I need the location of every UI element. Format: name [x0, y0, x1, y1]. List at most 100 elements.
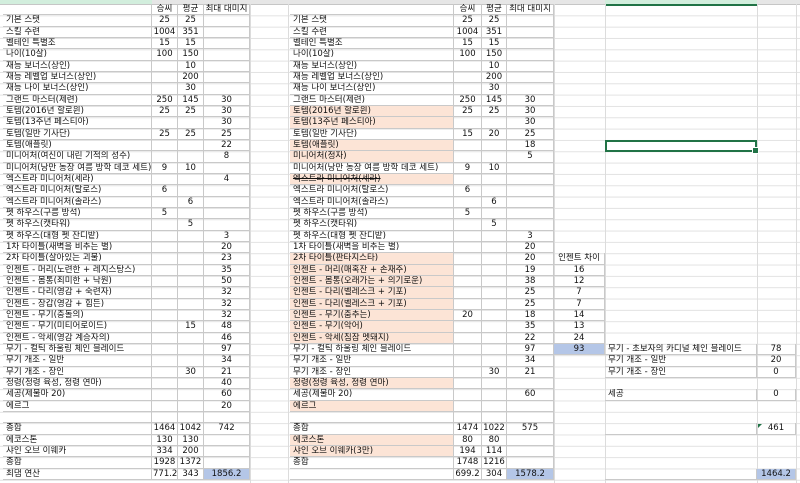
right-avg-cell[interactable] — [482, 298, 507, 310]
left-win-cell[interactable]: 1004 — [152, 26, 178, 38]
left-win-cell[interactable] — [152, 366, 178, 378]
left-avg-cell[interactable]: 10 — [178, 60, 204, 72]
right-avg-cell[interactable] — [482, 275, 507, 288]
right-row-label[interactable]: 엑스트라 미니어처(솔라스) — [290, 196, 454, 208]
side-row-label[interactable]: 무기 개조 - 일반 — [605, 355, 757, 367]
right-win-cell[interactable]: 80 — [454, 434, 482, 446]
left-win-cell[interactable] — [152, 71, 178, 84]
left-max-cell[interactable] — [204, 37, 250, 50]
left-avg-cell[interactable] — [178, 332, 204, 344]
right-win-cell[interactable] — [454, 264, 482, 276]
right-row-label[interactable]: 종합 — [290, 457, 454, 469]
right-win-cell[interactable]: 250 — [454, 94, 482, 106]
enchant-diff-cell[interactable]: 인젠트 차이 — [554, 253, 605, 265]
right-max-cell[interactable] — [507, 411, 554, 424]
right-max-cell[interactable]: 575 — [507, 423, 554, 435]
left-row-label[interactable]: 재능 레벨업 보너스(상인) — [3, 71, 152, 84]
right-win-cell[interactable] — [454, 230, 482, 242]
right-max-cell[interactable] — [507, 219, 554, 231]
left-max-cell[interactable]: 30 — [204, 94, 250, 106]
right-avg-cell[interactable]: 200 — [482, 71, 507, 84]
left-max-cell[interactable]: 20 — [204, 241, 250, 254]
left-max-cell[interactable] — [204, 219, 250, 231]
right-max-cell[interactable]: 5 — [507, 151, 554, 163]
right-row-label[interactable]: 엑스트라 미니어처(탈로스) — [290, 185, 454, 197]
side-value-cell[interactable]: 461 — [757, 423, 796, 435]
left-win-cell[interactable] — [152, 83, 178, 95]
left-avg-cell[interactable] — [178, 298, 204, 310]
right-row-label[interactable]: 인젠트 - 무기(악어) — [290, 321, 454, 333]
right-avg-cell[interactable] — [482, 264, 507, 276]
left-max-cell[interactable]: 30 — [204, 105, 250, 118]
right-win-cell[interactable] — [454, 83, 482, 95]
right-avg-cell[interactable] — [482, 332, 507, 344]
left-max-cell[interactable] — [204, 411, 250, 424]
left-row-label[interactable]: 인젠트 - 무기(충돌의) — [3, 309, 152, 322]
left-row-label[interactable]: 미니어처(낭만 농장 여름 방학 데코 세트) — [3, 162, 152, 174]
left-row-label[interactable]: 2차 타이틀(살아있는 괴물) — [3, 253, 152, 265]
left-row-label[interactable]: 인젠트 - 장갑(영감 + 힘든) — [3, 298, 152, 310]
right-avg-cell[interactable]: 1216 — [482, 457, 507, 469]
right-win-cell[interactable] — [454, 366, 482, 378]
right-row-label[interactable]: 나이(10살) — [290, 49, 454, 61]
left-avg-cell[interactable] — [178, 355, 204, 367]
left-max-cell[interactable]: 23 — [204, 253, 250, 265]
left-max-cell[interactable]: 34 — [204, 355, 250, 367]
left-header-avg[interactable]: 평균 — [178, 4, 204, 16]
right-row-label[interactable]: 토템(13주년 페스티아) — [290, 117, 454, 129]
right-avg-cell[interactable] — [482, 343, 507, 356]
left-row-label[interactable]: 토템(애플릿) — [3, 139, 152, 152]
right-max-cell[interactable]: 30 — [507, 117, 554, 129]
right-avg-cell[interactable] — [482, 173, 507, 186]
left-win-cell[interactable] — [152, 196, 178, 208]
right-row-label[interactable]: 펫 하우스(구름 방석) — [290, 207, 454, 220]
right-win-cell[interactable]: 194 — [454, 445, 482, 458]
left-avg-cell[interactable] — [178, 151, 204, 163]
right-row-label[interactable]: 그랜드 마스터(제련) — [290, 94, 454, 106]
right-win-cell[interactable]: 15 — [454, 128, 482, 140]
side-row-label[interactable]: 무기 - 초보자의 카디널 체인 블레이드 — [605, 343, 757, 356]
column-header-l[interactable] — [757, 0, 800, 5]
left-row-label[interactable]: 재능 보너스(상인) — [3, 60, 152, 72]
right-win-cell[interactable] — [454, 139, 482, 152]
right-avg-cell[interactable]: 6 — [482, 196, 507, 208]
right-row-label[interactable]: 1차 타이틀(새벽을 비추는 별) — [290, 241, 454, 254]
left-row-label[interactable]: 에코스톤 — [3, 434, 152, 446]
left-max-cell[interactable]: 1856.2 — [204, 468, 250, 480]
left-win-cell[interactable] — [152, 389, 178, 401]
right-row-label[interactable]: 토템(애플릿) — [290, 139, 454, 152]
left-max-cell[interactable] — [204, 445, 250, 458]
right-avg-cell[interactable] — [482, 185, 507, 197]
left-win-cell[interactable] — [152, 400, 178, 412]
right-avg-cell[interactable] — [482, 309, 507, 322]
left-win-cell[interactable]: 100 — [152, 49, 178, 61]
left-avg-cell[interactable] — [178, 287, 204, 299]
side-value-cell[interactable]: 0 — [757, 366, 796, 378]
right-max-cell[interactable]: 60 — [507, 389, 554, 401]
left-row-label[interactable]: 종합 — [3, 423, 152, 435]
right-avg-cell[interactable]: 5 — [482, 219, 507, 231]
right-win-cell[interactable] — [454, 71, 482, 84]
left-row-label[interactable]: 인젠트 - 무기(미티어로이드) — [3, 321, 152, 333]
right-avg-cell[interactable]: 10 — [482, 162, 507, 174]
left-row-label[interactable]: 인젠트 - 몸통(죄미한 + 낙원) — [3, 275, 152, 288]
left-win-cell[interactable] — [152, 287, 178, 299]
right-max-cell[interactable]: 97 — [507, 343, 554, 356]
right-win-cell[interactable]: 699.2 — [454, 468, 482, 480]
right-max-cell[interactable]: 18 — [507, 139, 554, 152]
left-max-cell[interactable] — [204, 434, 250, 446]
left-header-blank[interactable] — [3, 4, 152, 16]
right-avg-cell[interactable]: 145 — [482, 94, 507, 106]
right-max-cell[interactable] — [507, 26, 554, 38]
left-max-cell[interactable]: 21 — [204, 366, 250, 378]
right-avg-cell[interactable] — [482, 230, 507, 242]
left-row-label[interactable]: 펫 하우스(구름 방석) — [3, 207, 152, 220]
left-avg-cell[interactable]: 200 — [178, 71, 204, 84]
right-row-label[interactable]: 재능 나이 보너스(상인) — [290, 83, 454, 95]
right-max-cell[interactable]: 21 — [507, 366, 554, 378]
right-max-cell[interactable] — [507, 83, 554, 95]
right-win-cell[interactable]: 25 — [454, 15, 482, 27]
left-max-cell[interactable]: 8 — [204, 151, 250, 163]
left-max-cell[interactable] — [204, 162, 250, 174]
right-max-cell[interactable]: 30 — [507, 94, 554, 106]
